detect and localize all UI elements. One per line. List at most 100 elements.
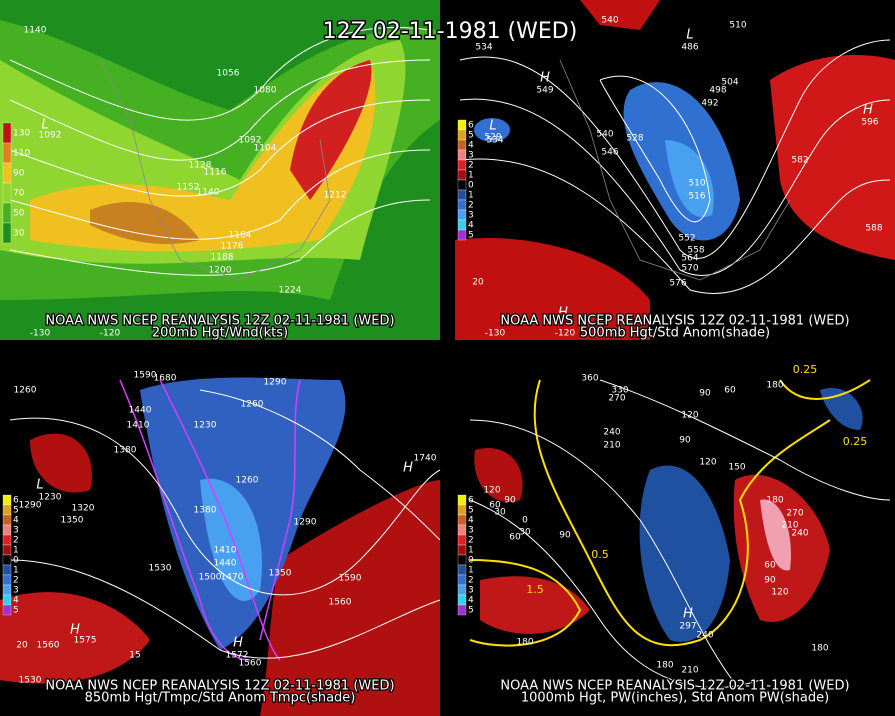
legend-label: 2 (468, 161, 474, 171)
panel-850mb (0, 375, 441, 716)
contour-label: 1560 (37, 641, 60, 651)
contour-label: 540 (596, 130, 613, 140)
isotherm (159, 379, 281, 661)
contour-label: 529 (484, 133, 501, 143)
panel-500mb (455, 0, 895, 340)
contour-label: 534 (475, 43, 492, 53)
contour-label: 1350 (61, 516, 84, 526)
legend-swatch (457, 494, 467, 506)
shade (455, 238, 650, 340)
legend-swatch (457, 159, 467, 171)
contour-label: 1320 (72, 504, 95, 514)
legend-label: 2 (13, 576, 19, 586)
contour-label: 90 (504, 496, 516, 506)
contour-label: 90 (559, 531, 571, 541)
contour-label: 270 (608, 394, 625, 404)
contour (9, 59, 431, 161)
legend-label: 1 (468, 171, 474, 181)
contour-label: 1380 (114, 446, 137, 456)
contour-label: 90 (679, 436, 691, 446)
shade (580, 0, 660, 30)
legend-label: 110 (13, 149, 30, 159)
coastline (99, 59, 331, 281)
contour-label: 504 (721, 78, 738, 88)
contour (9, 199, 431, 276)
contour-label: 1200 (209, 266, 232, 276)
contour-label: 1104 (254, 144, 277, 154)
contour-label: 1224 (279, 286, 302, 296)
contour-label: 540 (601, 16, 618, 26)
legend-swatch (2, 222, 12, 244)
shade (760, 499, 791, 571)
legend-label: 6 (468, 121, 474, 131)
legend-swatch (457, 504, 467, 516)
contour-label: H (558, 306, 568, 321)
shade (200, 478, 262, 601)
contour-label: 546 (601, 148, 618, 158)
contour-label: 1440 (129, 406, 152, 416)
legend-swatch (457, 604, 467, 616)
contour-label: 1500 (199, 573, 222, 583)
contour-label: 210 (681, 666, 698, 676)
shade (90, 201, 200, 245)
contour-label: 90 (764, 576, 776, 586)
contour-label: 20 (472, 278, 484, 288)
legend-swatch (457, 554, 467, 566)
contour (9, 149, 431, 240)
legend-label: 0 (13, 556, 19, 566)
contour-label: 240 (791, 529, 808, 539)
legend-swatch (457, 219, 467, 231)
legend-swatch (2, 574, 12, 586)
legend-label: 90 (13, 169, 25, 179)
legend-swatch (457, 574, 467, 586)
contour-label: 1164 (229, 231, 252, 241)
shade (30, 433, 92, 493)
contour-label: 330 (611, 386, 628, 396)
legend-swatch (457, 514, 467, 526)
legend-label: 2 (468, 201, 474, 211)
panel-caption: 1000mb Hgt, PW(inches), Std Anom PW(shad… (521, 691, 829, 706)
axis-label: -130 (485, 329, 506, 339)
legend-swatch (2, 534, 12, 546)
contour-label: H (403, 461, 413, 476)
contour-label: 1560 (329, 598, 352, 608)
legend-label: 4 (468, 516, 474, 526)
contour-label: 1350 (269, 569, 292, 579)
contour-label: 1116 (204, 168, 227, 178)
contour-label: 180 (766, 496, 783, 506)
legend-swatch (457, 524, 467, 536)
shade (639, 465, 730, 642)
contour-label: 120 (771, 588, 788, 598)
pw-contour (469, 559, 582, 647)
legend-swatch (2, 554, 12, 566)
legend-swatch (457, 169, 467, 181)
legend-swatch (457, 594, 467, 606)
contour (469, 499, 761, 688)
contour-label: 1290 (264, 378, 287, 388)
contour (469, 419, 741, 691)
contour-label: 1128 (189, 161, 212, 171)
contour-label: H (70, 623, 80, 638)
contour-label: 1290 (19, 501, 42, 511)
contour-label: 240 (603, 428, 620, 438)
legend-swatch (2, 604, 12, 616)
contour-label: 0.25 (843, 435, 868, 448)
contour (9, 417, 441, 596)
contour-label: 534 (486, 136, 503, 146)
contour-label: 1230 (194, 421, 217, 431)
coastline (559, 59, 791, 281)
legend-label: 4 (468, 141, 474, 151)
contour-label: 1560 (239, 659, 262, 669)
contour-label: 558 (687, 246, 704, 256)
contour-label: 1140 (197, 188, 220, 198)
contour (459, 158, 891, 294)
pw-contour (779, 379, 871, 400)
shade (770, 55, 895, 260)
panel-caption: NOAA NWS NCEP REANALYSIS 12Z 02-11-1981 … (500, 679, 849, 694)
contour-label: H (540, 71, 550, 86)
contour-label: 120 (483, 486, 500, 496)
contour-label: 1575 (74, 636, 97, 646)
contour-label: 15 (129, 651, 140, 661)
legend-swatch (457, 534, 467, 546)
contour-label: 1092 (39, 131, 62, 141)
